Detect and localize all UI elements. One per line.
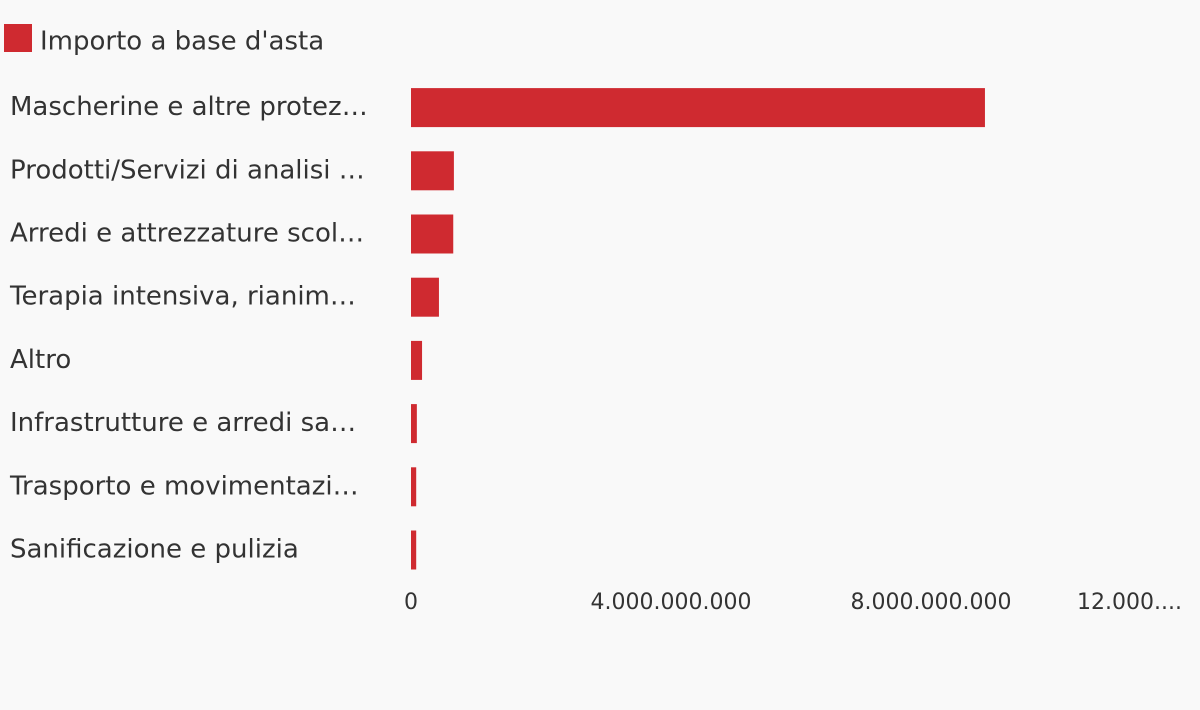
- x-tick-label: 0: [404, 590, 418, 615]
- bar: [411, 530, 417, 570]
- bar: [411, 340, 423, 380]
- x-tick-label: 4.000.000.000: [591, 590, 752, 615]
- y-tick-label: Altro: [10, 345, 71, 375]
- bar: [411, 214, 454, 254]
- y-tick-label: Trasporto e movimentazi…: [9, 471, 359, 501]
- legend-swatch: [4, 24, 32, 52]
- y-tick-label: Infrastrutture e arredi sa…: [10, 408, 356, 438]
- x-tick-label: 8.000.000.000: [851, 590, 1012, 615]
- y-tick-label: Terapia intensiva, rianim…: [9, 282, 356, 312]
- bar: [411, 277, 439, 317]
- bar: [411, 88, 985, 128]
- x-tick-label: 12.000....: [1077, 590, 1182, 615]
- y-tick-label: Sanificazione e pulizia: [10, 535, 299, 565]
- legend-label: Importo a base d'asta: [40, 27, 324, 57]
- bar: [411, 467, 417, 507]
- bar: [411, 151, 454, 191]
- bar: [411, 404, 417, 444]
- y-tick-label: Arredi e attrezzature scol…: [10, 219, 364, 249]
- y-tick-label: Prodotti/Servizi di analisi …: [10, 155, 365, 185]
- y-tick-label: Mascherine e altre protez…: [10, 92, 368, 122]
